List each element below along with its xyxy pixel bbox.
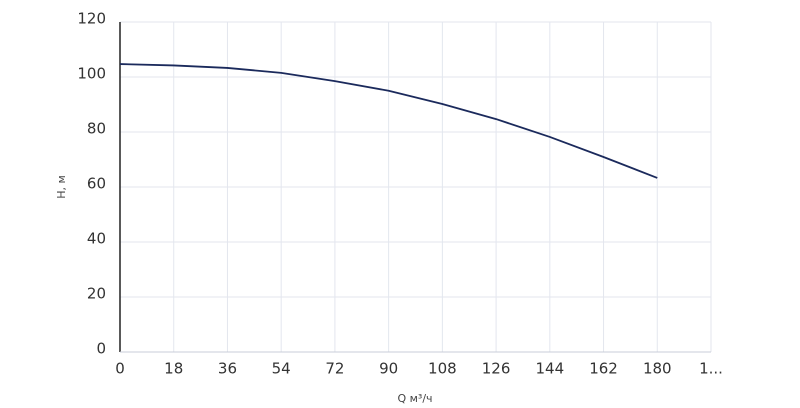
y-tick-label: 0 bbox=[96, 340, 106, 358]
y-axis-title: H, м bbox=[55, 175, 68, 199]
x-tick-label: 0 bbox=[115, 360, 125, 378]
y-tick-label: 120 bbox=[77, 10, 106, 28]
y-tick-label: 100 bbox=[77, 65, 106, 83]
y-tick-label: 80 bbox=[87, 120, 106, 138]
x-tick-label: 126 bbox=[482, 360, 511, 378]
x-tick-label: 54 bbox=[272, 360, 291, 378]
x-tick-label: 108 bbox=[428, 360, 457, 378]
x-tick-label: 72 bbox=[325, 360, 344, 378]
x-tick-label: 1... bbox=[699, 360, 723, 378]
x-axis-title: Q м³/ч bbox=[397, 392, 432, 405]
data-line bbox=[119, 63, 658, 179]
x-tick-label: 18 bbox=[164, 360, 183, 378]
y-tick-label: 40 bbox=[87, 230, 106, 248]
x-tick-label: 144 bbox=[535, 360, 564, 378]
y-tick-label: 20 bbox=[87, 285, 106, 303]
x-tick-label: 180 bbox=[643, 360, 672, 378]
y-tick-label: 60 bbox=[87, 175, 106, 193]
x-tick-label: 90 bbox=[379, 360, 398, 378]
x-tick-label: 162 bbox=[589, 360, 618, 378]
x-tick-label: 36 bbox=[218, 360, 237, 378]
